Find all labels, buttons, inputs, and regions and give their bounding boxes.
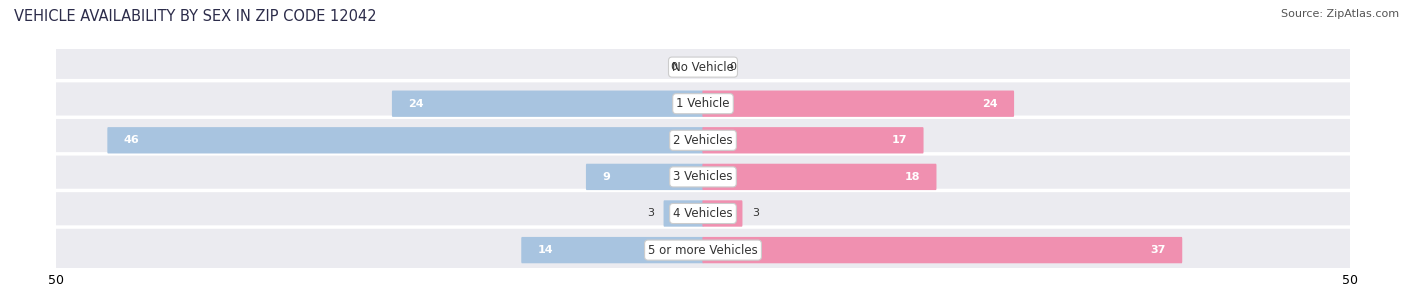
FancyBboxPatch shape [107, 127, 703, 153]
Text: 24: 24 [983, 99, 998, 109]
FancyBboxPatch shape [703, 237, 1182, 263]
FancyBboxPatch shape [48, 44, 1358, 90]
Text: 46: 46 [124, 135, 139, 145]
Text: 0: 0 [671, 62, 678, 72]
FancyBboxPatch shape [522, 237, 703, 263]
FancyBboxPatch shape [48, 81, 1358, 127]
Text: 37: 37 [1150, 245, 1166, 255]
FancyBboxPatch shape [664, 200, 703, 227]
Text: 17: 17 [891, 135, 907, 145]
FancyBboxPatch shape [48, 154, 1358, 200]
Text: 18: 18 [905, 172, 921, 182]
Text: 9: 9 [602, 172, 610, 182]
Text: 3: 3 [752, 209, 759, 218]
Text: No Vehicle: No Vehicle [672, 61, 734, 74]
FancyBboxPatch shape [392, 91, 703, 117]
Text: 2 Vehicles: 2 Vehicles [673, 134, 733, 147]
FancyBboxPatch shape [48, 117, 1358, 163]
FancyBboxPatch shape [48, 190, 1358, 237]
FancyBboxPatch shape [703, 200, 742, 227]
FancyBboxPatch shape [586, 164, 703, 190]
Text: 24: 24 [408, 99, 423, 109]
Text: 4 Vehicles: 4 Vehicles [673, 207, 733, 220]
FancyBboxPatch shape [48, 227, 1358, 273]
FancyBboxPatch shape [703, 91, 1014, 117]
FancyBboxPatch shape [703, 127, 924, 153]
Text: 0: 0 [728, 62, 735, 72]
Text: VEHICLE AVAILABILITY BY SEX IN ZIP CODE 12042: VEHICLE AVAILABILITY BY SEX IN ZIP CODE … [14, 9, 377, 24]
Text: 5 or more Vehicles: 5 or more Vehicles [648, 244, 758, 257]
Text: 14: 14 [537, 245, 553, 255]
FancyBboxPatch shape [703, 164, 936, 190]
Text: 3 Vehicles: 3 Vehicles [673, 170, 733, 183]
Text: 3: 3 [647, 209, 654, 218]
Text: 1 Vehicle: 1 Vehicle [676, 97, 730, 110]
Text: Source: ZipAtlas.com: Source: ZipAtlas.com [1281, 9, 1399, 19]
